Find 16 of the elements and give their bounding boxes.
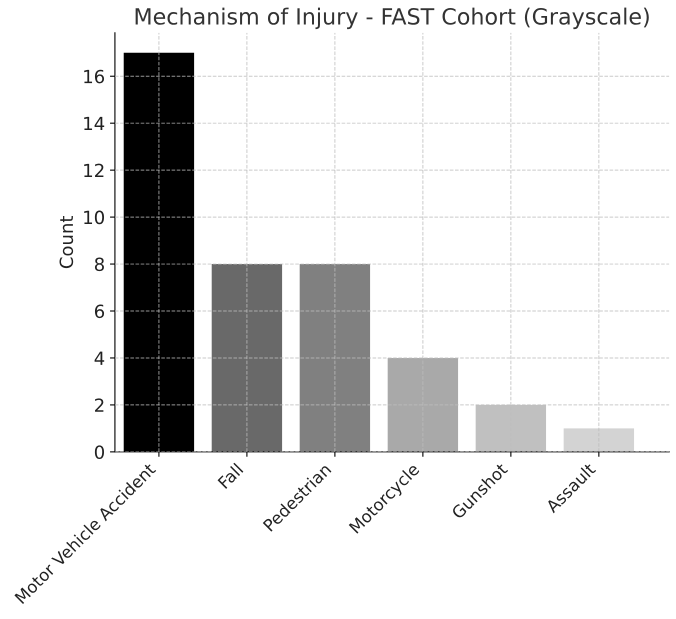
y-tick-label: 2 xyxy=(95,398,104,412)
bar xyxy=(564,428,634,452)
y-tick-label: 10 xyxy=(84,210,104,224)
x-tick-label: Fall xyxy=(217,462,244,490)
chart-title: Mechanism of Injury - FAST Cohort (Grayscale) xyxy=(136,8,649,30)
y-axis-title: Count xyxy=(60,216,74,268)
y-tick-label: 14 xyxy=(84,116,104,130)
y-tick-label: 4 xyxy=(94,352,104,365)
y-tick-label: 8 xyxy=(94,258,104,272)
bar xyxy=(388,358,458,452)
bar xyxy=(300,264,370,452)
y-tick-label: 6 xyxy=(94,304,104,318)
y-tick-label: 0 xyxy=(94,445,104,459)
bar xyxy=(212,264,282,452)
y-tick-label: 16 xyxy=(84,70,104,84)
y-tick-label: 12 xyxy=(84,164,104,178)
